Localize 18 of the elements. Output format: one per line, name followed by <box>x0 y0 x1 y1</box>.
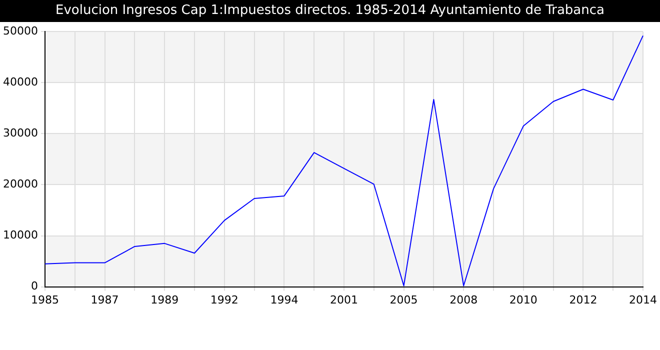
x-tick-label: 1992 <box>210 293 238 306</box>
x-tick-label: 2001 <box>330 293 358 306</box>
x-tick-label: 2012 <box>569 293 598 306</box>
y-tick-label: 40000 <box>2 76 38 88</box>
y-tick-label: 0 <box>30 280 38 293</box>
y-tick-label: 50000 <box>2 24 38 38</box>
y-tick-label: 30000 <box>2 126 38 140</box>
x-tick-label: 2014 <box>629 293 658 306</box>
x-tick-label: 1989 <box>150 293 179 306</box>
x-tick-label: 1987 <box>90 293 119 306</box>
y-tick-label: 10000 <box>2 228 38 242</box>
x-tick-label: 2005 <box>390 293 418 306</box>
y-tick-label: 20000 <box>2 178 38 191</box>
chart-title: Evolucion Ingresos Cap 1:Impuestos directos. 1985-2014 Ayuntamiento de Trabanca <box>0 0 660 22</box>
x-tick-label: 1985 <box>30 293 59 306</box>
x-tick-label: 2010 <box>509 293 538 306</box>
x-tick-label: 1994 <box>270 293 298 306</box>
x-tick-label: 2008 <box>450 293 478 306</box>
